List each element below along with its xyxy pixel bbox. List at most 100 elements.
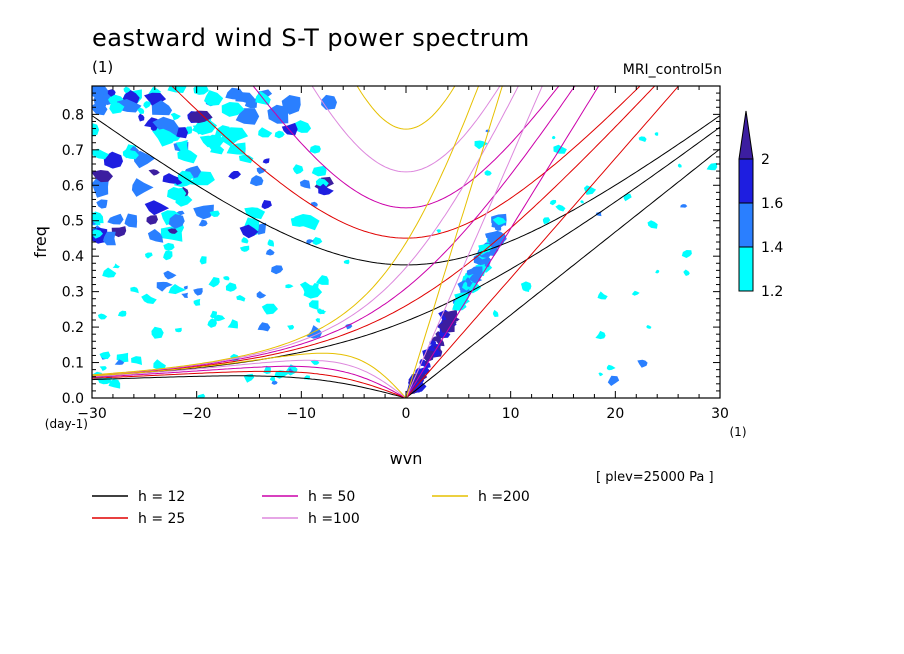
power-cell — [343, 259, 350, 265]
legend-label-h100: h =100 — [308, 511, 360, 527]
rossby-curve-h25 — [92, 370, 407, 398]
rossby-curve-h12 — [92, 375, 407, 398]
power-cell — [261, 200, 272, 210]
power-cell — [345, 323, 353, 330]
colorbar-label: 2 — [761, 152, 770, 168]
power-cell — [318, 183, 334, 196]
power-cell — [102, 267, 117, 278]
power-cell — [267, 239, 274, 247]
y-tick-label: 0.7 — [62, 143, 84, 159]
y-tick-label: 0.2 — [62, 320, 84, 336]
power-cell — [551, 135, 556, 140]
kelvin-ridge-cell — [431, 336, 442, 342]
y-tick-label: 0.5 — [62, 214, 84, 230]
kelvin-ridge-cell — [494, 226, 502, 231]
power-cell — [555, 204, 566, 212]
power-cell — [287, 324, 295, 330]
power-cell — [492, 309, 499, 317]
x-axis-label: wvn — [390, 449, 423, 468]
power-cell — [193, 288, 203, 296]
legend-label-h200: h =200 — [478, 489, 530, 505]
power-cell — [213, 314, 226, 322]
power-cell — [226, 142, 246, 155]
power-cell — [595, 330, 606, 340]
kelvin-ridge-cell — [492, 233, 507, 245]
x-tick-label: 10 — [502, 406, 520, 422]
power-cell — [204, 90, 224, 106]
power-cell — [167, 228, 178, 234]
kelvin-ridge-cell — [454, 292, 469, 303]
power-cell — [597, 291, 608, 300]
power-cell — [209, 210, 220, 217]
power-cell — [193, 204, 214, 220]
power-cell — [215, 125, 230, 137]
power-cell — [631, 290, 640, 296]
power-cell — [107, 89, 116, 97]
power-cell — [623, 193, 632, 202]
power-cell — [92, 170, 113, 183]
power-cell — [114, 359, 125, 365]
power-cell — [249, 175, 264, 187]
power-cell — [117, 310, 127, 317]
power-cell — [271, 380, 278, 385]
power-cell — [310, 283, 319, 290]
pressure-level-note: [ plev=25000 Pa ] — [596, 470, 714, 485]
power-cell — [316, 275, 329, 285]
power-cell — [318, 309, 325, 315]
power-cell — [117, 99, 142, 113]
power-cell — [206, 134, 225, 150]
power-cell — [148, 169, 160, 176]
power-cell — [646, 325, 652, 329]
power-cell — [274, 130, 285, 139]
power-cell — [221, 102, 245, 117]
power-cell — [311, 165, 327, 177]
power-cell — [138, 113, 145, 122]
power-cell — [167, 86, 187, 93]
power-cell — [99, 366, 107, 371]
power-cell — [309, 145, 321, 154]
y-tick-label: 0.4 — [62, 249, 84, 265]
y-axis-label: freq — [31, 226, 50, 258]
colorbar-label: 1.4 — [761, 240, 783, 256]
kelvin-ridge-cell — [415, 367, 425, 375]
x-tick-label: 20 — [606, 406, 624, 422]
power-cell — [225, 282, 237, 292]
power-cell — [168, 284, 187, 295]
mrg-curve-h200 — [92, 86, 480, 376]
power-cell — [436, 229, 441, 233]
power-cell — [111, 226, 127, 238]
power-cell — [606, 364, 616, 371]
power-cell — [163, 270, 177, 280]
power-cell — [299, 281, 313, 294]
power-cell — [681, 250, 692, 258]
power-cell — [706, 162, 718, 171]
power-cell — [143, 101, 151, 109]
x-tick-label: −20 — [182, 406, 212, 422]
power-cell — [131, 356, 142, 365]
power-cell — [521, 286, 530, 292]
mrg-curve-h25 — [92, 86, 656, 377]
power-cell — [228, 171, 241, 180]
power-cell — [174, 327, 182, 333]
power-cell — [290, 216, 309, 227]
power-cell — [258, 127, 273, 138]
colorbar-label: 1.2 — [761, 284, 783, 300]
power-cell — [580, 200, 584, 204]
power-cell — [103, 231, 116, 246]
mrg-curve-h12 — [92, 126, 720, 377]
power-cell — [152, 116, 179, 137]
power-cell — [299, 179, 311, 189]
power-cell — [151, 100, 173, 116]
kelvin-curve-h100 — [405, 86, 543, 398]
power-cell — [257, 322, 271, 332]
power-cell — [109, 102, 125, 114]
power-cell — [315, 178, 329, 188]
power-cell — [107, 213, 124, 225]
power-cell — [269, 376, 276, 382]
x-tick-label: 0 — [402, 406, 411, 422]
power-cell — [197, 393, 206, 398]
dispersion-curves — [92, 86, 720, 398]
power-cell — [484, 170, 492, 176]
subtitle-left: (1) — [92, 58, 114, 76]
